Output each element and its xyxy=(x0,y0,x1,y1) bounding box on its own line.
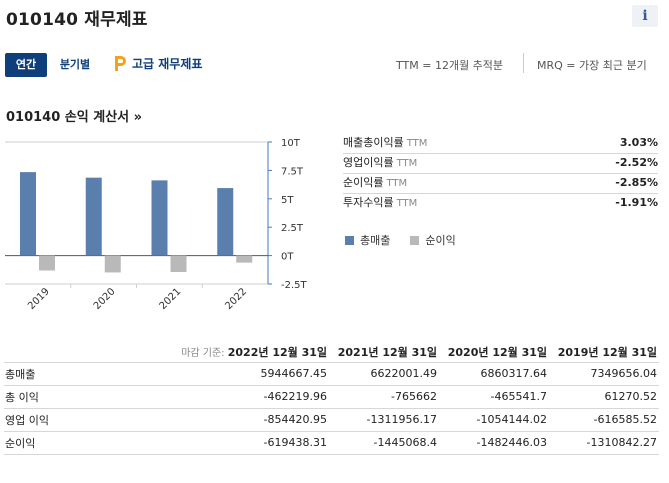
table-cell: -1445068.4 xyxy=(329,430,439,455)
metric-ttm: TTM xyxy=(406,138,428,149)
table-row: 총매출 5944667.45 6622001.49 6860317.64 734… xyxy=(4,361,659,385)
table-cell: 6860317.64 xyxy=(439,361,549,385)
legend-label: 순이익 xyxy=(425,234,456,247)
metric-label: 영업이익률 xyxy=(343,156,394,169)
metric-ttm: TTM xyxy=(396,158,418,169)
ratio-metrics: 매출총이익률 TTM 3.03% 영업이익률 TTM -2.52% 순이익률 TTM … xyxy=(343,134,658,214)
row-label: 순이익 xyxy=(4,430,114,455)
income-statement-link[interactable]: 010140 손익 계산서 » xyxy=(6,110,143,125)
metric-value: -2.85% xyxy=(615,176,658,189)
y-tick-label: 2.5T xyxy=(281,223,304,234)
x-tick-label: 2019 xyxy=(26,286,52,312)
table-cell: -1054144.02 xyxy=(439,407,549,431)
metric-row: 순이익률 TTM -2.85% xyxy=(343,174,658,194)
row-label: 총 이익 xyxy=(4,384,114,408)
table-cell: -616585.52 xyxy=(549,407,659,431)
row-label: 영업 이익 xyxy=(4,407,114,431)
metric-row: 매출총이익률 TTM 3.03% xyxy=(343,134,658,154)
mrq-note: MRQ = 가장 최근 분기 xyxy=(537,59,647,72)
y-tick-label: 7.5T xyxy=(281,166,304,177)
row-label: 총매출 xyxy=(4,361,114,385)
x-tick-label: 2020 xyxy=(92,286,118,312)
table-cell: -854420.95 xyxy=(114,407,329,431)
metric-value: 3.03% xyxy=(619,136,658,149)
table-row: 총 이익 -462219.96 -765662 -465541.7 61270.… xyxy=(4,384,659,408)
date-label: 마감 기준: 2022년 12월 31일 xyxy=(181,345,327,359)
bar-revenue-2021 xyxy=(151,180,168,256)
table-cell: 6622001.49 xyxy=(329,361,439,385)
x-tick-label: 2021 xyxy=(158,286,184,312)
note-divider xyxy=(523,53,524,73)
y-tick-label: 0T xyxy=(281,252,294,263)
info-button[interactable]: i xyxy=(632,5,658,27)
tab-quarterly[interactable]: 분기별 xyxy=(59,58,91,71)
y-tick-label: 10T xyxy=(281,138,301,149)
table-cell: -462219.96 xyxy=(114,384,329,408)
table-cell: -1310842.27 xyxy=(549,430,659,455)
table-cell: -465541.7 xyxy=(439,384,549,408)
table-cell: -1311956.17 xyxy=(329,407,439,431)
table-row: 영업 이익 -854420.95 -1311956.17 -1054144.02… xyxy=(4,407,659,431)
page-title: 010140 재무제표 xyxy=(6,10,148,30)
table-cell: 5944667.45 xyxy=(114,361,329,385)
bar-net-income-2021 xyxy=(170,255,187,273)
metric-value: -2.52% xyxy=(615,156,658,169)
bar-net-income-2022 xyxy=(236,255,253,263)
table-header-row: 마감 기준: 2022년 12월 31일 2021년 12월 31일 2020년… xyxy=(4,342,659,362)
legend-label: 총매출 xyxy=(360,234,391,247)
tab-annual[interactable]: 연간 xyxy=(5,53,47,77)
bar-revenue-2022 xyxy=(217,188,234,256)
x-tick-label: 2022 xyxy=(223,286,249,312)
y-tick-label: -2.5T xyxy=(281,280,308,291)
column-header: 2019년 12월 31일 xyxy=(557,345,657,359)
metric-label: 투자수익률 xyxy=(343,196,394,209)
bar-revenue-2019 xyxy=(20,172,36,256)
metric-ttm: TTM xyxy=(396,198,418,209)
premium-label: 고급 재무제표 xyxy=(132,57,203,71)
legend-swatch-net-income xyxy=(410,235,420,245)
column-header: 2020년 12월 31일 xyxy=(447,345,547,359)
legend-item-revenue[interactable]: 총매출 xyxy=(345,232,390,248)
y-tick-label: 5T xyxy=(281,195,294,206)
table-cell: -619438.31 xyxy=(114,430,329,455)
metric-value: -1.91% xyxy=(615,196,658,209)
metric-ttm: TTM xyxy=(386,178,408,189)
table-cell: -765662 xyxy=(329,384,439,408)
premium-p-icon xyxy=(115,56,126,71)
ttm-note: TTM = 12개월 추적분 xyxy=(396,59,504,72)
bar-net-income-2019 xyxy=(39,255,55,271)
table-cell: -1482446.03 xyxy=(439,430,549,455)
financials-table: 마감 기준: 2022년 12월 31일 2021년 12월 31일 2020년… xyxy=(4,342,659,455)
bar-net-income-2020 xyxy=(104,255,121,273)
metric-label: 순이익률 xyxy=(343,176,384,189)
income-chart: 10T 7.5T 5T 2.5T 0T -2.5T 2019 2020 2021 2022 xyxy=(5,138,308,312)
metric-row: 투자수익률 TTM -1.91% xyxy=(343,194,658,214)
column-header: 2022년 12월 31일 xyxy=(227,345,327,359)
metric-row: 영업이익률 TTM -2.52% xyxy=(343,154,658,174)
column-header: 2021년 12월 31일 xyxy=(337,345,437,359)
premium-financials-link[interactable]: 고급 재무제표 xyxy=(113,55,202,72)
legend-item-net-income[interactable]: 순이익 xyxy=(410,232,456,248)
table-cell: 7349656.04 xyxy=(549,361,659,385)
metric-label: 매출총이익률 xyxy=(343,136,404,149)
table-row: 순이익 -619438.31 -1445068.4 -1482446.03 -1… xyxy=(4,430,659,455)
table-cell: 61270.52 xyxy=(549,384,659,408)
legend-swatch-revenue xyxy=(345,235,354,245)
chart-legend: 총매출 순이익 xyxy=(345,232,456,248)
bar-revenue-2020 xyxy=(85,177,102,256)
